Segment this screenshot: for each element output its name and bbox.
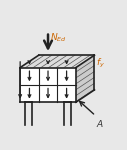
Polygon shape [76, 55, 94, 102]
Polygon shape [20, 55, 94, 68]
Text: $N_{Ed}$: $N_{Ed}$ [51, 32, 67, 44]
Polygon shape [20, 68, 76, 102]
Text: $A$: $A$ [96, 118, 104, 129]
Text: $f_y$: $f_y$ [96, 56, 105, 69]
